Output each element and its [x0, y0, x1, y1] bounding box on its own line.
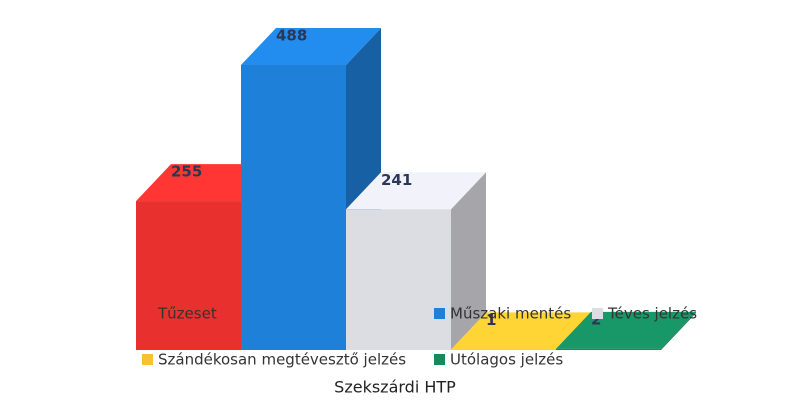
bar-side: [451, 172, 486, 350]
legend-label: Utólagos jelzés: [450, 351, 563, 369]
bar-front: [136, 201, 241, 350]
legend-label: Szándékosan megtévesztő jelzés: [158, 351, 406, 369]
x-axis-label: Szekszárdi HTP: [334, 378, 456, 397]
legend-marker: [142, 308, 153, 319]
data-label: 2: [591, 310, 601, 328]
data-label: 1: [486, 311, 496, 329]
bar-front: [556, 348, 661, 350]
legend-label: Tűzeset: [157, 305, 217, 323]
bar-top: [451, 312, 591, 350]
legend-marker: [592, 308, 603, 319]
data-label: 241: [381, 171, 412, 189]
legend-label: Téves jelzés: [607, 305, 697, 323]
bar-top: [346, 172, 486, 210]
legend-marker: [434, 308, 445, 319]
bar-top: [241, 28, 381, 65]
legend-marker: [142, 354, 153, 365]
legend-label: Műszaki mentés: [450, 305, 571, 323]
data-label: 255: [171, 163, 202, 181]
bar-front: [346, 209, 451, 350]
data-label: 488: [276, 27, 307, 45]
bar-side: [661, 311, 696, 350]
bar-front: [241, 65, 346, 350]
legend-marker: [434, 354, 445, 365]
bar-front: [451, 349, 556, 350]
bar-top: [556, 311, 696, 349]
